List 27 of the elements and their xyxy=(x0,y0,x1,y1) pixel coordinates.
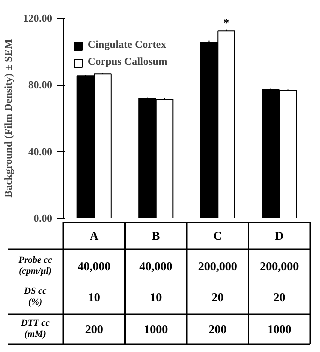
x-tick-label: B xyxy=(152,229,160,243)
text: 200 xyxy=(208,322,227,336)
legend-label: Cingulate Cortex xyxy=(88,40,166,51)
x-tick-label: C xyxy=(214,229,222,243)
text: 1000 xyxy=(144,322,168,336)
text: 200 xyxy=(85,322,104,336)
y-tick-label: 120.00 xyxy=(23,14,53,25)
y-axis-title: Background (Film Density) ± SEM xyxy=(4,39,16,198)
text: 10 xyxy=(88,290,100,304)
y-tick-label: 80.00 xyxy=(28,80,53,92)
annotation: * xyxy=(224,16,230,30)
y-tick-label: 0.00 xyxy=(34,214,53,225)
text: 10 xyxy=(150,290,162,304)
text: 20 xyxy=(212,290,224,304)
x-tick-label: A xyxy=(90,229,100,243)
legend-label: Corpus Callosum xyxy=(88,57,168,68)
text: 200,000 xyxy=(198,260,238,274)
text: 20 xyxy=(274,290,286,304)
text: 200,000 xyxy=(260,260,300,274)
x-tick-label: D xyxy=(275,229,284,243)
text: 40,000 xyxy=(140,260,173,274)
text: DS cc (%) xyxy=(23,287,47,308)
text: 40,000 xyxy=(78,260,111,274)
text: Probe cc (cpm/µl) xyxy=(18,256,52,277)
text: 1000 xyxy=(268,322,292,336)
text: DTT cc (mM) xyxy=(20,319,50,340)
y-tick-label: 40.00 xyxy=(28,147,53,158)
